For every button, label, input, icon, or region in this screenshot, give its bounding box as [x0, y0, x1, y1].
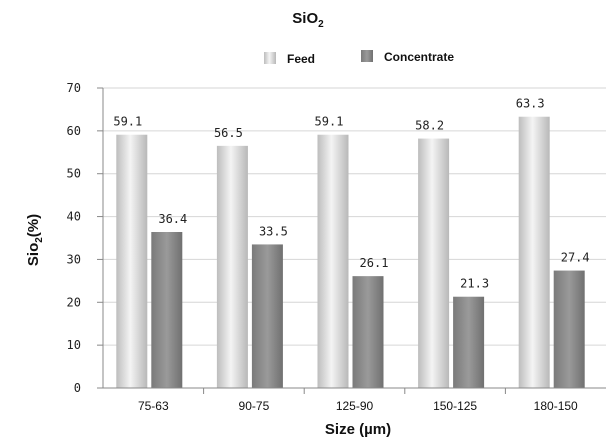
- concentrate-value-label-125-90: 26.1: [360, 256, 389, 270]
- feed-bar-90-75: [216, 145, 248, 388]
- feed-bar-75-63: [116, 134, 148, 388]
- y-tick-label: 70: [67, 81, 81, 95]
- x-tick-label: 90-75: [239, 399, 270, 413]
- chart-title-subscript: 2: [318, 19, 324, 30]
- y-axis-title: Sio2(%): [25, 214, 45, 266]
- legend: Feed Concentrate: [264, 50, 454, 66]
- legend-swatch-concentrate: [361, 50, 373, 62]
- y-axis-ticks: 0 10 20 30 40 50 60 70: [67, 81, 103, 395]
- x-axis-title: Size (µm): [325, 421, 391, 438]
- concentrate-value-label-75-63: 36.4: [158, 212, 187, 226]
- y-tick-label: 40: [67, 210, 81, 224]
- concentrate-value-label-90-75: 33.5: [259, 224, 288, 238]
- gridlines: [103, 87, 606, 346]
- x-tick-label: 75-63: [138, 399, 169, 413]
- feed-value-label-150-125: 58.2: [415, 119, 444, 133]
- bars: [116, 116, 585, 388]
- feed-value-label-75-63: 59.1: [113, 115, 142, 129]
- concentrate-value-label-150-125: 21.3: [460, 277, 489, 291]
- legend-label-feed: Feed: [287, 52, 315, 66]
- concentrate-bar-125-90: [352, 276, 384, 388]
- data-labels: 59.1 36.4 56.5 33.5 59.1 26.1 58.2 21.3 63.3 27.4: [113, 97, 589, 291]
- x-tick-label: 150-125: [433, 399, 477, 413]
- y-axis-title-subscript: 2: [34, 237, 45, 243]
- x-tick-label: 180-150: [534, 399, 578, 413]
- feed-bar-180-150: [518, 116, 550, 388]
- feed-bar-150-125: [418, 138, 450, 388]
- x-tick-label: 125-90: [336, 399, 374, 413]
- y-tick-label: 30: [67, 252, 81, 266]
- feed-value-label-125-90: 59.1: [315, 115, 344, 129]
- y-tick-label: 10: [67, 338, 81, 352]
- concentrate-bar-150-125: [453, 296, 485, 388]
- concentrate-value-label-180-150: 27.4: [561, 251, 590, 265]
- feed-value-label-180-150: 63.3: [516, 97, 545, 111]
- concentrate-bar-180-150: [553, 270, 585, 388]
- y-tick-label: 0: [74, 381, 81, 395]
- concentrate-bar-90-75: [251, 244, 283, 388]
- y-tick-label: 60: [67, 124, 81, 138]
- legend-swatch-feed: [264, 52, 276, 64]
- concentrate-bar-75-63: [151, 232, 183, 388]
- y-axis-title-suffix: (%): [25, 214, 42, 237]
- y-tick-label: 50: [67, 167, 81, 181]
- x-axis-ticks: 75-63 90-75 125-90 150-125 180-150: [138, 388, 578, 413]
- y-tick-label: 20: [67, 295, 81, 309]
- feed-bar-125-90: [317, 134, 349, 388]
- legend-label-concentrate: Concentrate: [384, 50, 454, 64]
- feed-value-label-90-75: 56.5: [214, 126, 243, 140]
- chart-title: SiO2: [292, 10, 324, 30]
